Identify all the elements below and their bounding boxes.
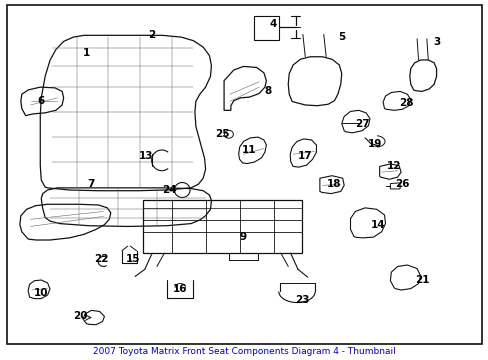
Text: 12: 12 — [386, 161, 401, 171]
Text: 26: 26 — [394, 179, 409, 189]
Text: 27: 27 — [354, 118, 369, 129]
Text: 22: 22 — [94, 254, 108, 264]
Text: 21: 21 — [414, 275, 428, 285]
Text: 18: 18 — [326, 179, 341, 189]
Text: 2007 Toyota Matrix Front Seat Components Diagram 4 - Thumbnail: 2007 Toyota Matrix Front Seat Components… — [93, 347, 395, 356]
Text: 6: 6 — [38, 96, 45, 107]
Text: 17: 17 — [297, 151, 312, 161]
Text: 16: 16 — [173, 284, 187, 294]
Text: 1: 1 — [82, 48, 90, 58]
Text: 13: 13 — [139, 152, 153, 161]
Text: 2: 2 — [148, 30, 155, 40]
Text: 28: 28 — [398, 98, 412, 108]
Text: 11: 11 — [242, 145, 256, 155]
Text: 23: 23 — [295, 295, 309, 305]
Text: 10: 10 — [34, 288, 48, 297]
Text: 3: 3 — [432, 37, 439, 48]
Text: 24: 24 — [162, 185, 176, 195]
Text: 9: 9 — [240, 232, 246, 242]
Text: 19: 19 — [367, 139, 381, 149]
Text: 5: 5 — [337, 32, 345, 42]
Text: 15: 15 — [125, 254, 140, 264]
Text: 4: 4 — [268, 18, 276, 28]
Text: 20: 20 — [73, 311, 87, 321]
Text: 7: 7 — [87, 179, 95, 189]
Text: 25: 25 — [215, 129, 229, 139]
Text: 14: 14 — [370, 220, 385, 230]
Text: 8: 8 — [264, 86, 271, 96]
